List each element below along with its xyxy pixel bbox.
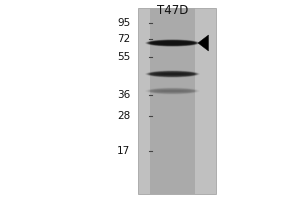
Text: 72: 72 (117, 34, 130, 44)
Ellipse shape (149, 71, 196, 77)
Ellipse shape (153, 90, 192, 92)
Polygon shape (198, 35, 208, 51)
Ellipse shape (153, 73, 192, 75)
Ellipse shape (150, 89, 195, 93)
Ellipse shape (149, 88, 196, 94)
Ellipse shape (145, 70, 200, 78)
Text: 95: 95 (117, 18, 130, 28)
Ellipse shape (148, 71, 197, 77)
Bar (150, 8, 195, 194)
Ellipse shape (150, 41, 195, 45)
Ellipse shape (149, 40, 196, 46)
Ellipse shape (148, 88, 197, 94)
Text: 55: 55 (117, 52, 130, 62)
Text: T47D: T47D (157, 4, 188, 17)
Ellipse shape (148, 40, 197, 46)
Bar (138, 8, 216, 194)
Text: 28: 28 (117, 111, 130, 121)
Ellipse shape (145, 39, 200, 47)
Ellipse shape (146, 71, 199, 77)
Ellipse shape (150, 72, 195, 76)
Ellipse shape (153, 42, 192, 44)
Ellipse shape (146, 40, 199, 46)
Text: 17: 17 (117, 146, 130, 156)
Text: 36: 36 (117, 90, 130, 100)
